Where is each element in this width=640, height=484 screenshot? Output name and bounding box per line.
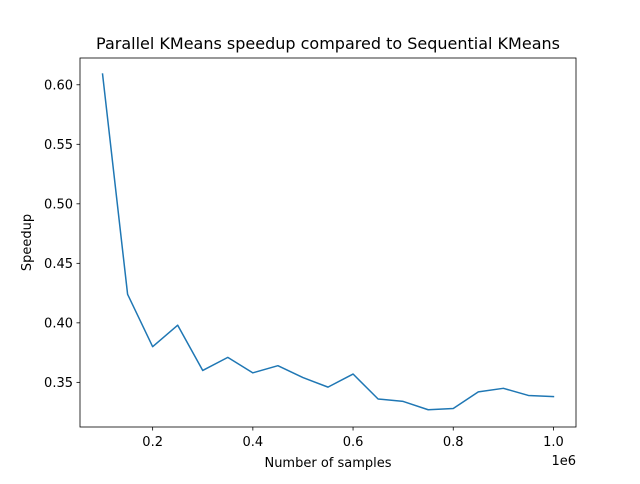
y-tick-label: 0.55 (44, 138, 73, 153)
y-axis-label: Speedup (20, 214, 35, 271)
chart-title: Parallel KMeans speedup compared to Sequ… (96, 34, 560, 53)
x-axis-label: Number of samples (264, 456, 391, 471)
x-tick-label: 0.2 (142, 435, 163, 450)
y-tick-label: 0.50 (44, 197, 73, 212)
y-tick-label: 0.45 (44, 257, 73, 272)
ticks-layer: 0.2 0.4 0.6 0.8 1.0 0.35 0.40 0.45 0.50 0.55 0.60 (44, 78, 564, 450)
series-layer (101, 73, 555, 411)
x-tick-label: 0.8 (443, 435, 464, 450)
x-tick-label: 0.4 (243, 435, 264, 450)
x-axis-offset-label: 1e6 (551, 454, 576, 469)
plot-area (80, 58, 576, 427)
x-tick-label: 0.6 (343, 435, 364, 450)
x-tick-label: 1.0 (543, 435, 564, 450)
y-tick-label: 0.60 (44, 78, 73, 93)
plot-frame (79, 57, 577, 428)
y-tick-label: 0.40 (44, 316, 73, 331)
y-tick-label: 0.35 (44, 376, 73, 391)
series-line (101, 73, 555, 411)
